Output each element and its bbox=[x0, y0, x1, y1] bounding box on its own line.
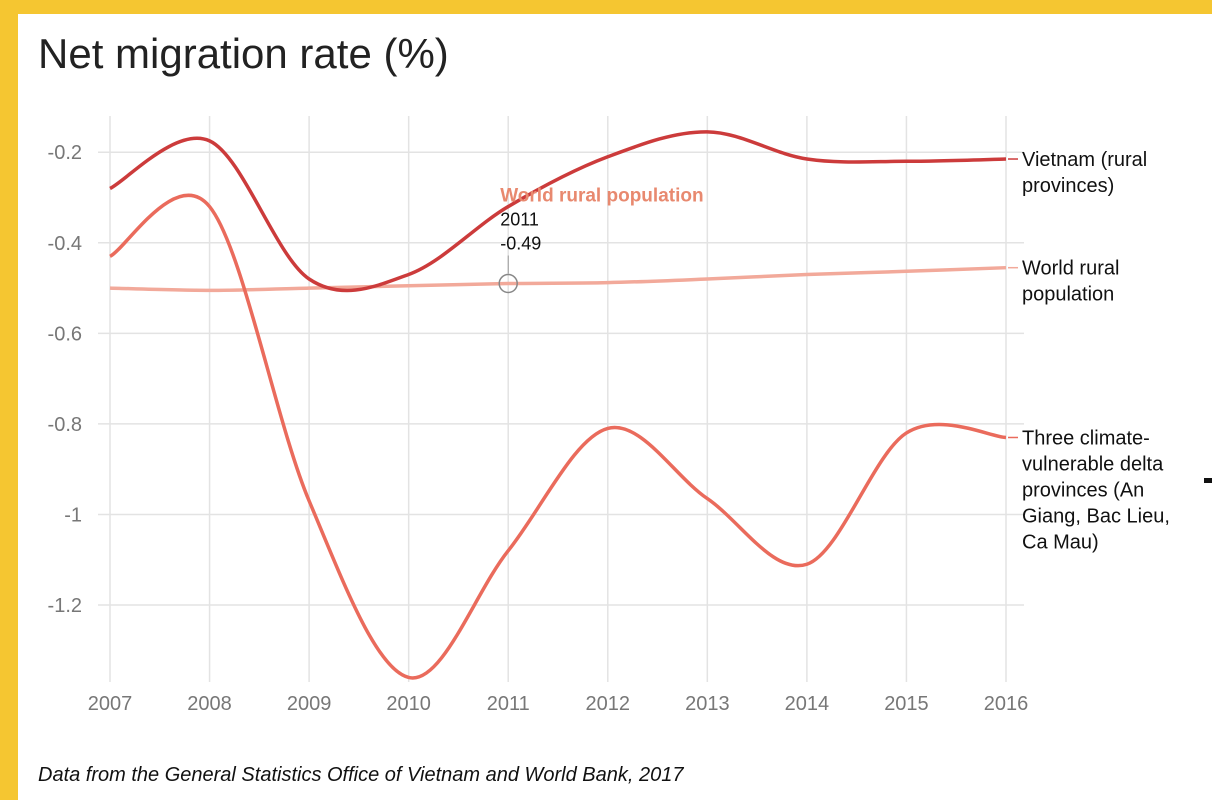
x-tick-label: 2016 bbox=[984, 693, 1029, 715]
series-label-line: World rural bbox=[1022, 258, 1119, 280]
series-label-line: Ca Mau) bbox=[1022, 531, 1099, 553]
y-tick-label: -1 bbox=[64, 504, 82, 526]
x-tick-label: 2012 bbox=[586, 693, 631, 715]
chart-title: Net migration rate (%) bbox=[38, 30, 449, 77]
series-label-line: population bbox=[1022, 284, 1114, 306]
line-chart: 2007 2008 2009 2010 2011 2012 2013 2014 2015 2016… bbox=[48, 116, 1170, 715]
series-line-1 bbox=[109, 265, 1007, 293]
series-label-line: provinces) bbox=[1022, 175, 1114, 197]
chart-card: Net migration rate (%) 2007 2008 2009 2010 2… bbox=[18, 14, 1212, 800]
tooltip-series: World rural population bbox=[500, 186, 703, 207]
series-label-line: Giang, Bac Lieu, bbox=[1022, 505, 1170, 527]
tooltip-value: -0.49 bbox=[500, 234, 541, 254]
series-line-0 bbox=[109, 130, 1007, 293]
y-tick-label: -1.2 bbox=[48, 595, 82, 617]
y-tick-label: -0.6 bbox=[48, 323, 82, 345]
series-label-line: Three climate- bbox=[1022, 427, 1150, 449]
series-label-line: vulnerable delta bbox=[1022, 453, 1164, 475]
y-tick-label: -0.2 bbox=[48, 142, 82, 164]
x-tick-label: 2015 bbox=[884, 693, 929, 715]
source-note: Data from the General Statistics Office … bbox=[38, 764, 684, 786]
x-tick-label: 2010 bbox=[386, 693, 431, 715]
series-label-line: provinces (An bbox=[1022, 479, 1144, 501]
tooltip-marker bbox=[498, 273, 518, 294]
x-tick-label: 2007 bbox=[88, 693, 133, 715]
y-tick-label: -0.8 bbox=[48, 414, 82, 436]
x-tick-label: 2013 bbox=[685, 693, 730, 715]
x-tick-label: 2009 bbox=[287, 693, 332, 715]
series-line-2 bbox=[109, 193, 1007, 680]
x-tick-label: 2008 bbox=[187, 693, 232, 715]
series-label-line: Vietnam (rural bbox=[1022, 149, 1147, 171]
x-tick-label: 2014 bbox=[785, 693, 830, 715]
x-tick-label: 2011 bbox=[487, 693, 530, 715]
edge-marker bbox=[1204, 478, 1212, 483]
y-tick-label: -0.4 bbox=[48, 233, 82, 255]
tooltip-year: 2011 bbox=[500, 210, 539, 230]
